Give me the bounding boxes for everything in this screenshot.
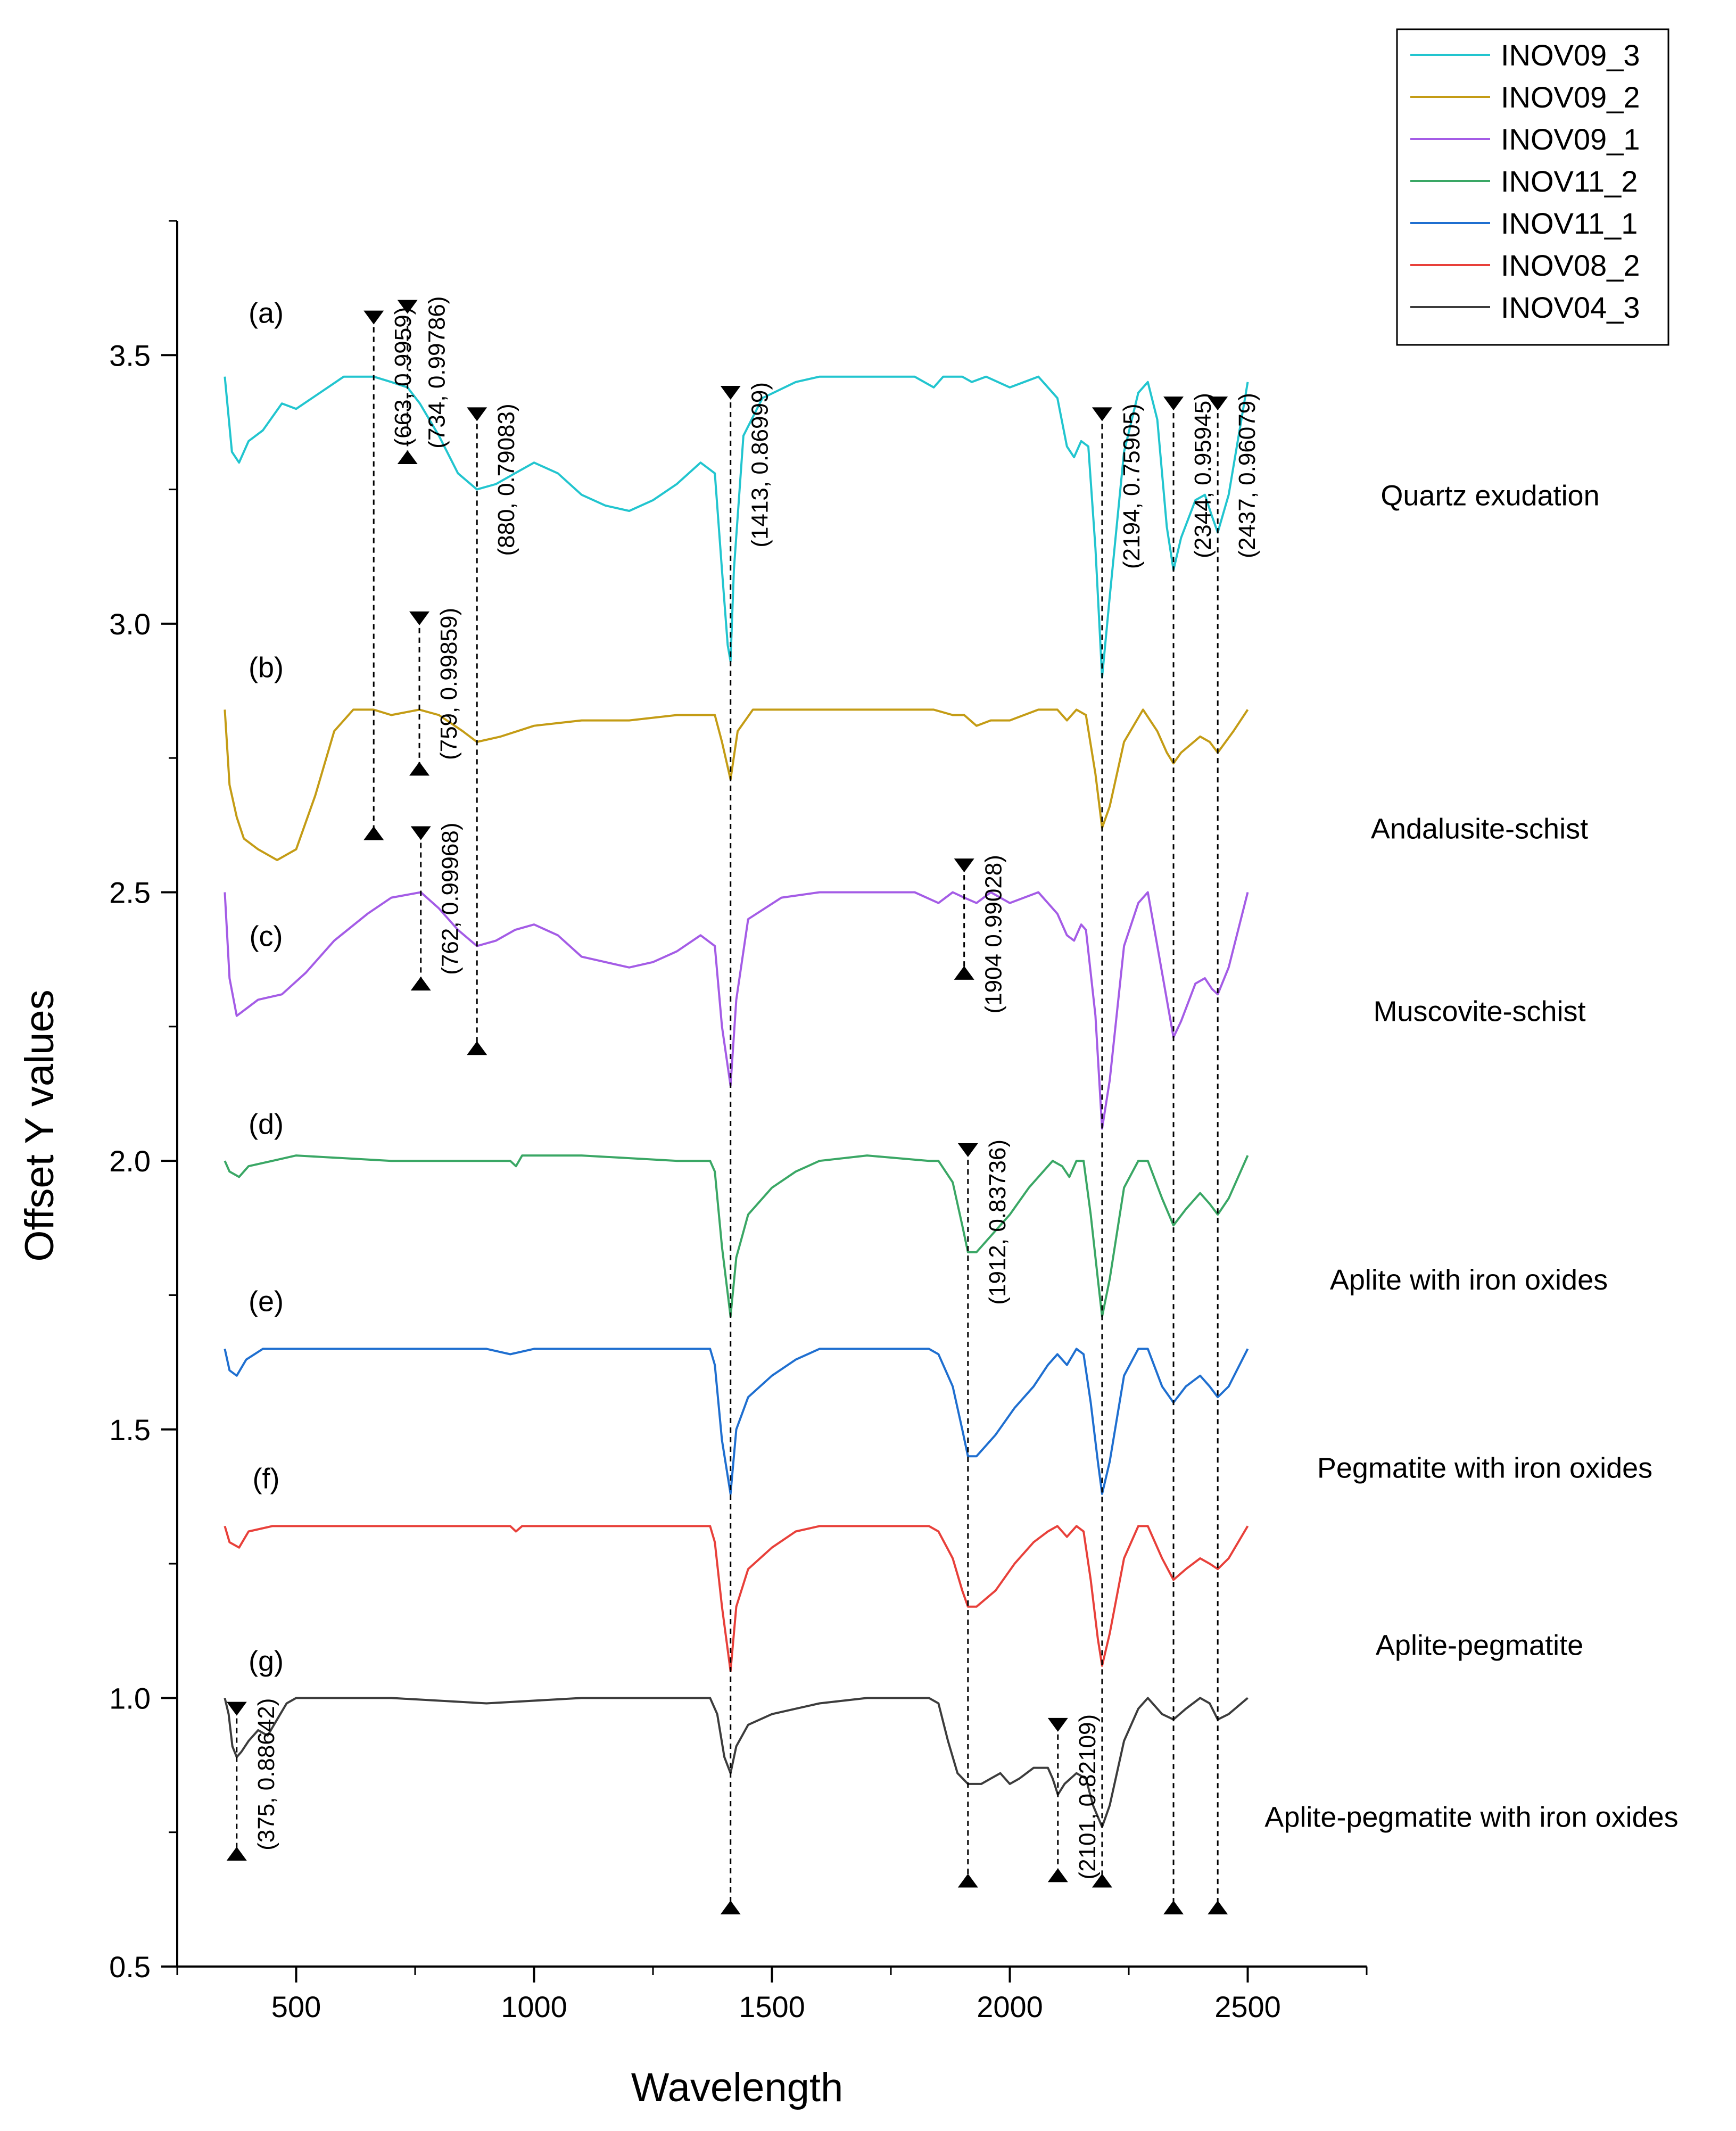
y-tick-label: 2.5: [109, 876, 151, 910]
annotation-label: (2194, 0.75905): [1119, 403, 1145, 569]
series-line-inov08-2: [224, 1525, 1249, 1672]
panel-label: (b): [249, 652, 284, 684]
sample-label: Pegmatite with iron oxides: [1317, 1452, 1652, 1484]
marker-down: [467, 407, 487, 422]
legend-entry: INOV11_1: [1501, 207, 1638, 240]
annotation-label: (759, 0.99859): [436, 608, 462, 760]
marker-up: [957, 1873, 978, 1888]
x-tick-label: 2000: [977, 1990, 1043, 2023]
sample-label: Andalusite-schist: [1371, 813, 1588, 845]
sample-label: Quartz exudation: [1380, 480, 1599, 512]
annotation-label: (1413, 0.86999): [747, 382, 773, 548]
marker-down: [397, 300, 418, 314]
sample-label: Aplite with iron oxides: [1330, 1264, 1608, 1296]
annotation-label: (734, 0.99786): [424, 296, 450, 448]
x-tick-label: 500: [271, 1990, 321, 2023]
marker-up: [1163, 1900, 1184, 1914]
panel-label: (d): [249, 1109, 284, 1141]
marker-down: [410, 826, 431, 840]
y-tick-label: 3.5: [109, 338, 151, 372]
marker-up: [397, 450, 418, 465]
y-tick-label: 1.5: [109, 1413, 151, 1447]
marker-up: [1208, 1900, 1228, 1914]
annotation-label: (762, 0.99968): [437, 823, 464, 975]
marker-up: [363, 826, 384, 840]
y-tick-label: 0.5: [109, 1950, 151, 1984]
axes-group: 500 1000 1500 2000 2500 0.5 1.0 1.5 2.0 2.5 3.0 3.5: [109, 220, 1368, 2023]
marker-up: [410, 977, 431, 991]
annotations-group: (663, 0.9959) (734, 0.99786) (880, 0.79083…: [226, 296, 1260, 1914]
marker-down: [1163, 397, 1184, 411]
annotation-label: (2437, 0.96079): [1234, 393, 1260, 558]
marker-down: [1208, 397, 1228, 411]
annotation-label: (1912, 0.83736): [985, 1139, 1011, 1305]
y-tick-label: 2.0: [109, 1144, 151, 1178]
annotation-label: (2344, 0.95945): [1190, 393, 1216, 558]
marker-up: [954, 965, 974, 980]
y-axis-label: Offset Y values: [17, 989, 62, 1261]
panel-label: (f): [253, 1463, 280, 1495]
annotation-label: (1904 0.99028): [981, 855, 1007, 1013]
marker-up: [720, 1900, 741, 1914]
panel-label: (e): [249, 1286, 284, 1318]
x-tick-label: 2500: [1214, 1990, 1281, 2023]
marker-up: [409, 762, 430, 776]
x-tick-label: 1000: [501, 1990, 567, 2023]
marker-up: [1047, 1868, 1068, 1882]
panel-label: (c): [250, 920, 283, 952]
panel-label: (a): [249, 298, 284, 329]
marker-up: [467, 1041, 487, 1055]
series-line-inov04-3: [224, 1697, 1249, 1828]
y-tick-label: 1.0: [109, 1681, 151, 1715]
legend-entry: INOV11_2: [1501, 164, 1638, 198]
legend-entry: INOV09_1: [1501, 122, 1640, 156]
annotation-label: (375, 0.88642): [253, 1698, 279, 1851]
series-line-inov09-1: [224, 891, 1249, 1130]
x-tick-label: 1500: [739, 1990, 805, 2023]
y-tick-label: 3.0: [109, 607, 151, 641]
legend-entry: INOV08_2: [1501, 249, 1640, 282]
x-axis-label: Wavelength: [631, 2065, 844, 2110]
sample-label: Aplite-pegmatite with iron oxides: [1264, 1801, 1678, 1833]
legend-entry: INOV04_3: [1501, 291, 1640, 324]
series-line-inov11-2: [224, 1154, 1249, 1318]
marker-down: [957, 1143, 978, 1157]
marker-down: [409, 611, 430, 625]
series-line-inov11-1: [224, 1348, 1249, 1495]
sample-label: Muscovite-schist: [1373, 996, 1585, 1028]
legend-entry: INOV09_3: [1501, 38, 1640, 72]
marker-down: [1047, 1717, 1068, 1732]
annotation-label: (663, 0.9959): [390, 307, 416, 447]
legend-box: [1396, 28, 1669, 346]
legend: INOV09_3 INOV09_2 INOV09_1 INOV11_2 INOV11_1…: [1396, 28, 1669, 346]
marker-up: [226, 1847, 247, 1861]
panel-label: (g): [249, 1646, 284, 1678]
marker-down: [954, 858, 974, 873]
series-line-inov09-2: [224, 708, 1249, 861]
series-line-inov09-3: [224, 375, 1249, 679]
legend-entry: INOV09_2: [1501, 80, 1640, 114]
sample-label: Aplite-pegmatite: [1376, 1629, 1583, 1661]
marker-up: [1092, 1873, 1112, 1888]
marker-down: [720, 385, 741, 400]
marker-down: [1092, 407, 1112, 422]
marker-down: [226, 1702, 247, 1716]
annotation-label: (880, 0.79083): [493, 403, 519, 556]
marker-down: [363, 310, 384, 325]
annotation-label: (2101, 0.82109): [1074, 1714, 1101, 1880]
panel-labels-group: (a) Quartz exudation (b) Andalusite-schist (…: [249, 298, 1679, 1833]
series-group: [224, 375, 1249, 1828]
